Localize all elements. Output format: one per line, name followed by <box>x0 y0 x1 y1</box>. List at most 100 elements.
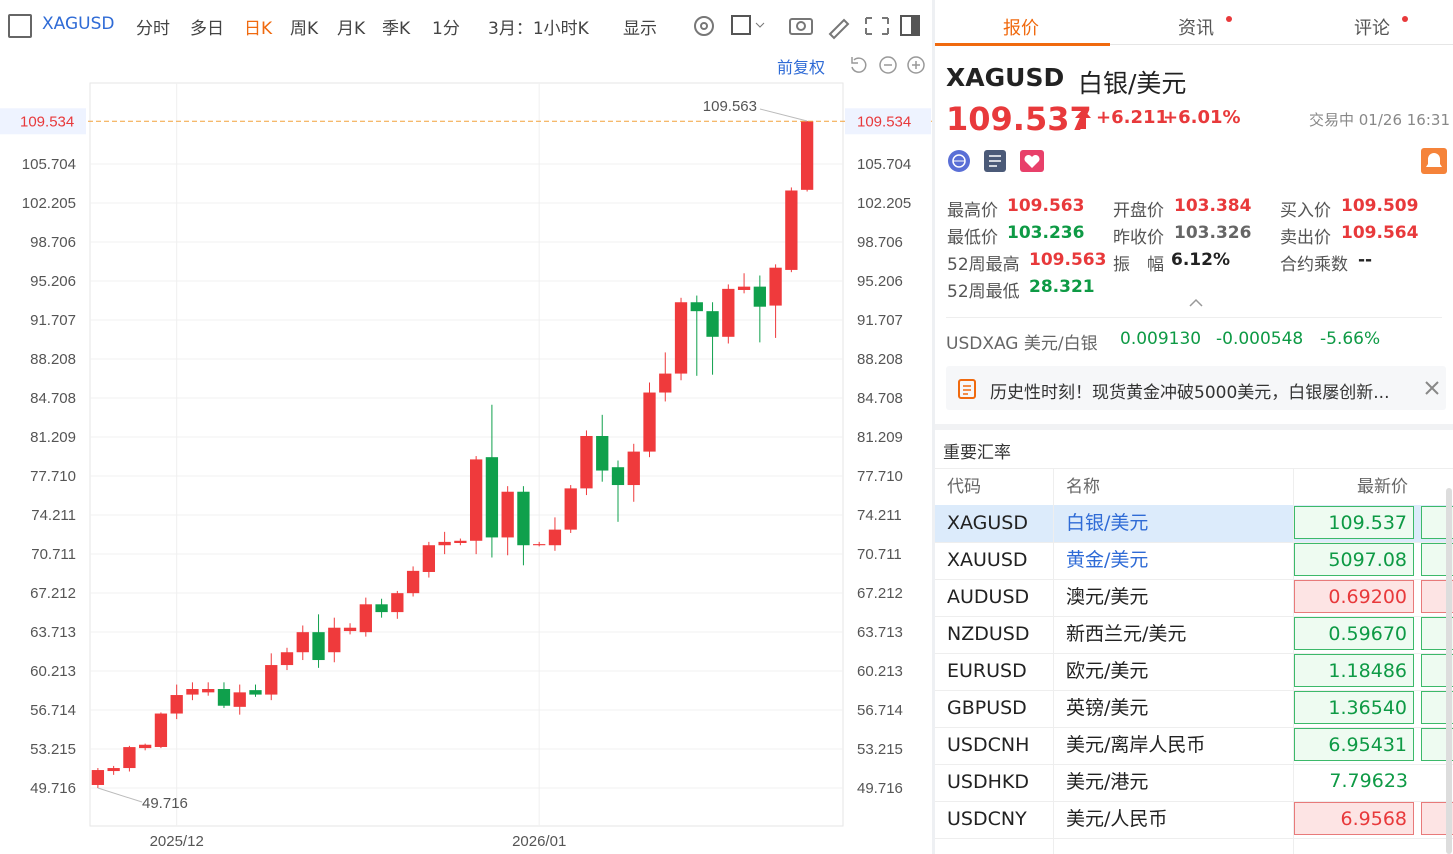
price: 1.18486 <box>1294 654 1414 687</box>
candle-body <box>280 652 294 666</box>
quote-change: +6.211 <box>1096 107 1169 128</box>
period-active[interactable]: 日K <box>244 19 273 39</box>
divider <box>932 0 935 854</box>
separator <box>946 317 1442 318</box>
candle-body <box>501 491 514 538</box>
table-row[interactable]: XAUUSD 黄金/美元 5097.08 <box>935 542 1453 580</box>
code: USDCNH <box>947 734 1030 756</box>
quote-name: 白银/美元 <box>1078 69 1187 98</box>
y-tick-label: 84.708 <box>30 390 76 407</box>
y-tick-label: 81.209 <box>30 429 76 446</box>
table-row[interactable]: AUDUSD 澳元/美元 0.69200 <box>935 579 1453 617</box>
y-tick-label: 60.213 <box>857 663 903 680</box>
tab-active[interactable]: 报价 <box>1003 18 1039 39</box>
y-tick-label: 67.212 <box>30 585 76 602</box>
news-text[interactable]: 历史性时刻！现货黄金冲破5000美元，白银屡创新... <box>990 383 1390 403</box>
name: 美元/离岸人民币 <box>1066 734 1206 756</box>
y-tick-label: 70.711 <box>31 546 76 563</box>
candle-body <box>564 488 577 530</box>
candle-body <box>422 545 436 572</box>
y-tick-label: 77.710 <box>857 468 903 485</box>
min-leader <box>97 787 143 803</box>
inverse-symbol: USDXAG 美元/白银 <box>946 334 1098 354</box>
range[interactable]: 3月：1小时K <box>488 19 589 39</box>
candle-body <box>454 540 467 544</box>
stat-label: 振 幅 <box>1113 255 1164 275</box>
tab[interactable]: 评论 <box>1354 18 1390 39</box>
period[interactable]: 月K <box>337 19 366 39</box>
zoom-icons[interactable] <box>848 54 928 76</box>
stat-label: 52周最高 <box>947 255 1020 275</box>
y-tick-label: 49.716 <box>30 780 76 797</box>
col-sep <box>1053 468 1054 854</box>
inverse-price: 0.009130 <box>1120 329 1202 349</box>
candle-body <box>202 689 215 693</box>
y-tick-label: 56.714 <box>857 702 903 719</box>
candle-body <box>406 570 420 594</box>
scrollbar[interactable] <box>1446 488 1452 854</box>
y-tick-label: 91.707 <box>857 312 903 329</box>
alert-icon[interactable] <box>1421 148 1447 174</box>
y-tick-label: 102.205 <box>857 195 911 212</box>
candle-body <box>659 373 672 393</box>
interval[interactable]: 1分 <box>432 19 460 39</box>
tab[interactable]: 资讯 <box>1178 18 1214 39</box>
code: USDCNY <box>947 808 1027 830</box>
column-header: 名称 <box>1066 477 1100 497</box>
inverse-change: -0.000548 <box>1216 329 1304 349</box>
table-row[interactable]: NZDUSD 新西兰元/美元 0.59670 <box>935 616 1453 654</box>
name: 美元/港元 <box>1066 771 1149 793</box>
toolbar-icons[interactable] <box>690 12 920 40</box>
tab-underline <box>935 43 1110 46</box>
stat-label: 昨收价 <box>1113 228 1164 248</box>
candle-body <box>596 435 609 471</box>
stat-label: 卖出价 <box>1280 228 1331 248</box>
y-tick-label: 105.704 <box>857 156 911 173</box>
y-tick-label: 105.704 <box>22 156 76 173</box>
price-tag <box>0 108 86 135</box>
display[interactable]: 显示 <box>623 19 657 39</box>
period[interactable]: 周K <box>290 19 319 39</box>
news-bar[interactable] <box>946 366 1446 410</box>
table-row[interactable]: USDCNH 美元/离岸人民币 6.95431 <box>935 727 1453 765</box>
price: 1.36540 <box>1294 691 1414 724</box>
y-tick-label: 88.208 <box>30 351 76 368</box>
code: NZDUSD <box>947 623 1030 645</box>
table-row[interactable]: EURUSD 欧元/美元 1.18486 <box>935 653 1453 691</box>
candle-body <box>217 689 231 706</box>
close-icon[interactable] <box>1424 380 1440 396</box>
table-row[interactable]: USDCNY 美元/人民币 6.9568 <box>935 801 1453 839</box>
stat-label: 最低价 <box>947 228 998 248</box>
candle-body <box>517 491 530 546</box>
stat-label: 合约乘数 <box>1280 255 1348 275</box>
name: 英镑/美元 <box>1066 697 1149 719</box>
period[interactable]: 季K <box>382 19 411 39</box>
code: GBPUSD <box>947 697 1027 719</box>
stat-value: 103.326 <box>1174 223 1252 243</box>
candle-body <box>722 288 735 337</box>
symbol[interactable]: XAGUSD <box>42 14 115 34</box>
name: 澳元/美元 <box>1066 586 1149 608</box>
stat-label: 52周最低 <box>947 282 1020 302</box>
table-row[interactable]: XAGUSD 白银/美元 109.537 <box>935 505 1453 543</box>
price: 7.79623 <box>1329 770 1408 792</box>
adjust[interactable]: 前复权 <box>777 58 826 77</box>
y-tick-label: 102.205 <box>22 195 76 212</box>
stat-value: 103.236 <box>1007 223 1085 243</box>
table-row[interactable]: GBPUSD 英镑/美元 1.36540 <box>935 690 1453 728</box>
quote-icons[interactable] <box>947 148 1047 174</box>
collapse-icon[interactable] <box>1188 298 1204 308</box>
sidebar-toggle[interactable] <box>8 14 32 38</box>
y-tick-label: 95.206 <box>30 273 76 290</box>
period[interactable]: 分时 <box>136 19 170 39</box>
price-line-label: 109.534 <box>857 113 911 130</box>
x-tick-label: 2026/01 <box>512 833 566 850</box>
candle-body <box>296 632 309 653</box>
table-row[interactable]: USDHKD 美元/港元 7.79623 <box>935 764 1453 802</box>
price: 0.69200 <box>1294 580 1414 613</box>
candle-body <box>800 121 814 190</box>
y-tick-label: 60.213 <box>30 663 76 680</box>
period[interactable]: 多日 <box>190 19 224 39</box>
candle-body <box>359 604 372 633</box>
